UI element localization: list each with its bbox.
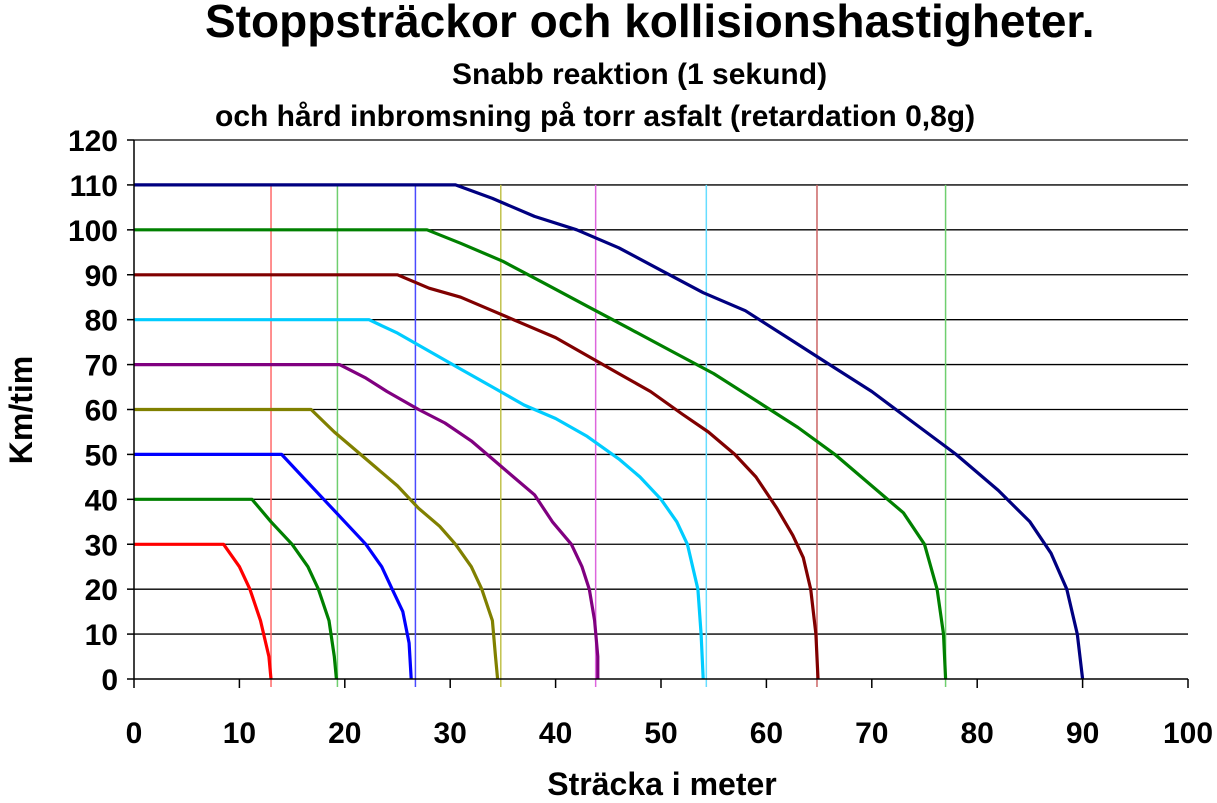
x-tick-labels: 0 10 20 30 40 50 60 70 80 90 100 bbox=[126, 717, 1213, 750]
y-tick-label-60: 60 bbox=[85, 395, 118, 428]
y-tick-label-70: 70 bbox=[85, 350, 118, 383]
y-tick-label-30: 30 bbox=[85, 529, 118, 562]
series-line-1 bbox=[134, 497, 338, 680]
series-line-8 bbox=[134, 183, 1085, 680]
x-tick-label-100: 100 bbox=[1163, 717, 1213, 750]
series-line-2 bbox=[134, 452, 413, 680]
y-tick-labels: 0 10 20 30 40 50 60 70 80 90 100 110 120 bbox=[68, 125, 118, 697]
y-tick-label-10: 10 bbox=[85, 619, 118, 652]
chart-title: Stoppsträckor och kollisionshastigheter. bbox=[205, 0, 1095, 47]
axes bbox=[127, 139, 1189, 688]
y-tick-label-80: 80 bbox=[85, 305, 118, 338]
distance-markers bbox=[270, 184, 947, 687]
x-tick-label-50: 50 bbox=[644, 717, 677, 750]
y-tick-label-110: 110 bbox=[70, 170, 118, 203]
grid-lines bbox=[134, 139, 1188, 635]
x-tick-label-80: 80 bbox=[961, 717, 994, 750]
series-line-3 bbox=[134, 407, 500, 680]
x-tick-label-0: 0 bbox=[126, 717, 143, 750]
chart-subtitle-line-1: Snabb reaktion (1 sekund) bbox=[452, 58, 828, 91]
y-axis-label: Km/tim bbox=[3, 356, 39, 464]
y-tick-label-20: 20 bbox=[85, 574, 118, 607]
y-tick-label-0: 0 bbox=[101, 664, 118, 697]
series-line-7 bbox=[134, 228, 948, 680]
series-line-0 bbox=[134, 542, 273, 680]
x-tick-label-10: 10 bbox=[223, 717, 256, 750]
y-tick-label-50: 50 bbox=[85, 439, 118, 472]
x-axis-label: Sträcka i meter bbox=[547, 766, 776, 802]
series-line-4 bbox=[134, 363, 600, 679]
y-tick-label-90: 90 bbox=[85, 260, 118, 293]
y-tick-label-40: 40 bbox=[85, 484, 118, 517]
speed-series bbox=[134, 183, 1085, 680]
series-line-6 bbox=[134, 273, 820, 680]
x-tick-label-60: 60 bbox=[750, 717, 783, 750]
chart-subtitle-line-2: och hård inbromsning på torr asfalt (ret… bbox=[215, 100, 976, 133]
y-tick-label-100: 100 bbox=[68, 215, 118, 248]
series-line-5 bbox=[134, 318, 705, 680]
x-tick-label-90: 90 bbox=[1066, 717, 1099, 750]
x-tick-label-20: 20 bbox=[328, 717, 361, 750]
y-tick-label-120: 120 bbox=[68, 125, 118, 158]
x-tick-label-70: 70 bbox=[855, 717, 888, 750]
x-tick-label-30: 30 bbox=[434, 717, 467, 750]
x-tick-label-40: 40 bbox=[539, 717, 572, 750]
